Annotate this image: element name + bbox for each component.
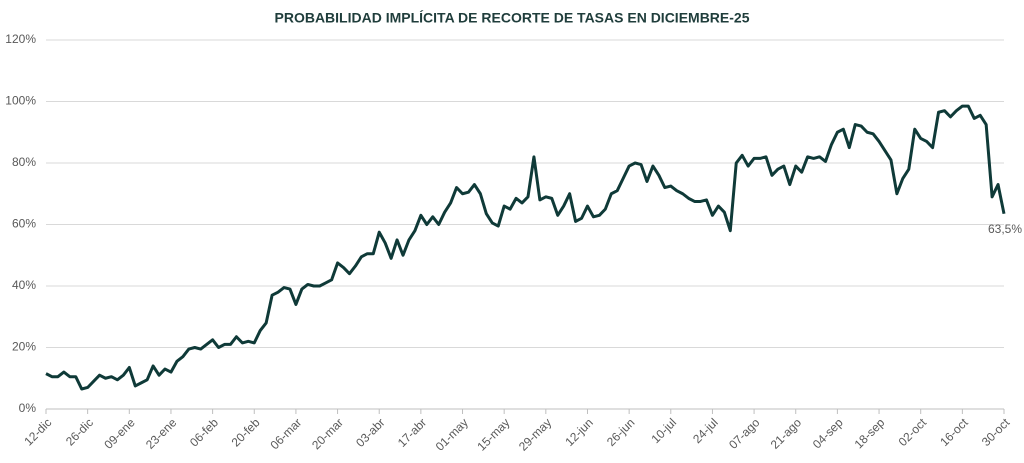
y-tick-label: 80% [12,155,36,169]
x-tick-label: 03-abr [353,415,387,449]
x-tick-label: 26-jun [604,415,637,448]
x-tick-label: 16-oct [937,415,971,449]
x-tick-label: 20-mar [309,415,346,452]
x-tick-label: 12-jun [562,415,595,448]
x-tick-label: 04-sep [810,415,846,451]
y-tick-label: 100% [5,94,36,108]
x-tick-label: 06-mar [267,415,304,452]
value-label: 63,5% [988,222,1022,236]
x-tick-label: 24-jul [690,415,721,446]
x-tick-label: 15-may [474,415,512,453]
x-tick-label: 10-jul [648,415,679,446]
x-tick-label: 26-dic [63,415,96,448]
x-tick-label: 17-abr [395,415,429,449]
x-tick-label: 20-feb [229,415,263,449]
x-tick-label: 02-oct [896,415,930,449]
chart-title: PROBABILIDAD IMPLÍCITA DE RECORTE DE TAS… [275,10,750,26]
x-tick-label: 09-ene [101,415,138,452]
x-tick-label: 07-ago [726,415,763,452]
y-tick-label: 20% [12,340,36,354]
y-tick-label: 120% [5,32,36,46]
y-tick-label: 0% [19,401,37,415]
x-tick-label: 06-feb [187,415,221,449]
x-tick-label: 21-ago [768,415,805,452]
y-tick-label: 60% [12,217,36,231]
y-tick-label: 40% [12,278,36,292]
x-tick-label: 01-may [433,415,471,453]
line [45,104,1006,391]
x-tick-label: 29-may [516,415,554,453]
x-tick-label: 18-sep [852,415,888,451]
x-tick-label: 12-dic [21,415,54,448]
x-tick-label: 23-ene [143,415,180,452]
x-tick-label: 30-oct [979,415,1013,449]
